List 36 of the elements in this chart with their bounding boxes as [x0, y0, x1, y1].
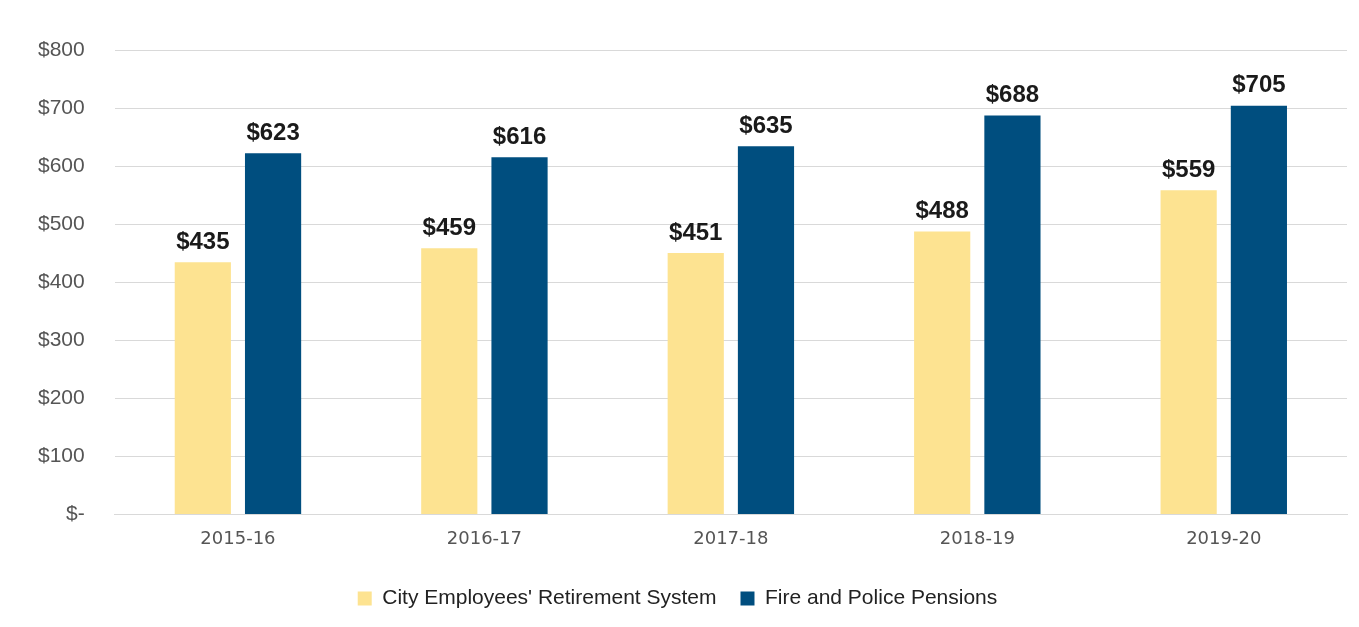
- data-label: $623: [246, 117, 300, 145]
- y-tick-label: $700: [38, 95, 85, 119]
- bar: [737, 146, 795, 514]
- data-label: $451: [669, 217, 723, 245]
- y-tick-label: $200: [38, 385, 85, 409]
- data-label: $459: [422, 212, 476, 240]
- x-tick-label: 2017-18: [693, 526, 769, 548]
- data-label: $559: [1161, 154, 1216, 182]
- data-label: $488: [915, 196, 969, 224]
- data-label: $616: [492, 121, 547, 149]
- bar: [1160, 190, 1217, 514]
- y-tick-label: $800: [38, 37, 85, 61]
- y-tick-label: $100: [38, 443, 85, 467]
- bar: [491, 157, 548, 514]
- y-tick-label: $400: [38, 269, 85, 293]
- x-tick-label: 2019-20: [1186, 526, 1262, 548]
- y-tick-label: $-: [66, 501, 85, 525]
- x-tick-label: 2016-17: [446, 526, 523, 548]
- bar: [984, 115, 1041, 514]
- data-label: $635: [739, 110, 793, 138]
- data-label: $688: [985, 80, 1040, 108]
- bar: [1230, 105, 1287, 514]
- data-label: $435: [176, 226, 230, 254]
- bar: [667, 252, 724, 514]
- bar: [914, 231, 971, 514]
- y-tick-label: $300: [38, 327, 85, 351]
- legend-label: City Employees' Retirement System: [382, 585, 717, 609]
- y-tick-label: $500: [38, 211, 85, 235]
- x-tick-label: 2015-16: [200, 526, 276, 548]
- bar: [244, 153, 302, 514]
- y-tick-label: $600: [38, 153, 85, 177]
- legend-label: Fire and Police Pensions: [764, 585, 998, 609]
- data-label: $705: [1232, 70, 1286, 98]
- x-tick-label: 2018-19: [939, 526, 1015, 548]
- bar: [174, 262, 231, 514]
- bar: [421, 248, 478, 514]
